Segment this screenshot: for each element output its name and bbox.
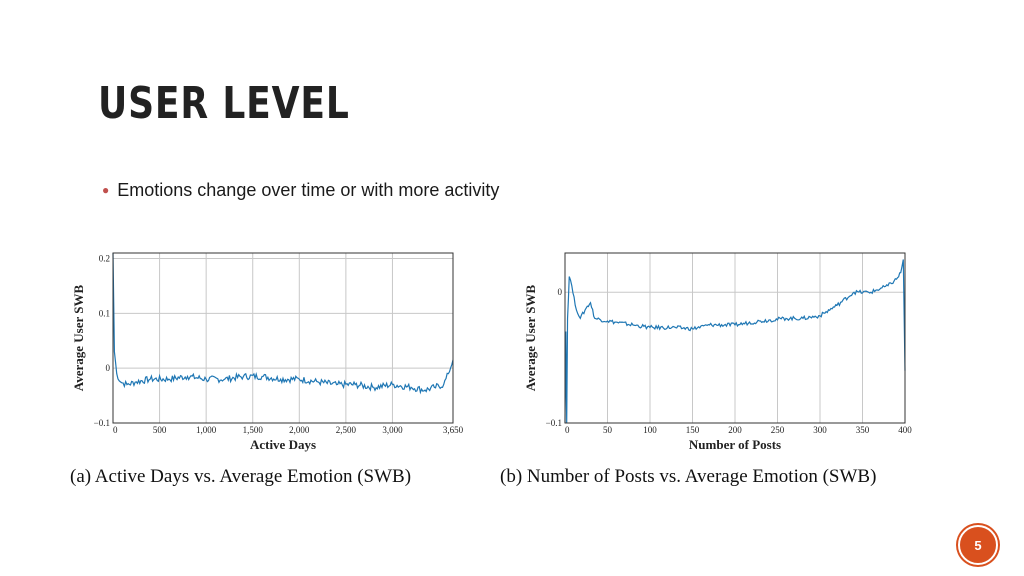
y-axis-label: Average User SWB xyxy=(71,284,86,391)
series-line-0 xyxy=(564,259,906,424)
x-tick-label: 200 xyxy=(728,425,742,435)
caption-a: (a) Active Days vs. Average Emotion (SWB… xyxy=(70,466,412,487)
bullet-icon: ● xyxy=(102,183,110,197)
x-tick-label: 50 xyxy=(603,425,613,435)
y-tick-label: 0.1 xyxy=(99,308,110,318)
x-tick-label: 2,500 xyxy=(336,425,357,435)
x-tick-label: 3,000 xyxy=(382,425,403,435)
bullet-text: Emotions change over time or with more a… xyxy=(117,180,500,200)
x-axis-label: Number of Posts xyxy=(689,437,781,452)
x-tick-label: 300 xyxy=(813,425,827,435)
x-tick-label: 1,000 xyxy=(196,425,217,435)
series-line-0 xyxy=(112,252,454,395)
x-tick-label: 500 xyxy=(153,425,167,435)
y-tick-label: 0 xyxy=(106,363,111,373)
x-tick-label: 1,500 xyxy=(243,425,264,435)
plot-frame xyxy=(112,252,454,424)
bullet-item: ● Emotions change over time or with more … xyxy=(102,180,499,201)
y-tick-label: −0.1 xyxy=(546,418,562,428)
page-number-badge: 5 xyxy=(958,525,998,565)
x-tick-label: 100 xyxy=(643,425,657,435)
caption-b: (b) Number of Posts vs. Average Emotion … xyxy=(500,466,877,487)
x-tick-label: 3,650 xyxy=(443,425,464,435)
y-tick-label: 0.2 xyxy=(99,253,110,263)
y-axis-label: Average User SWB xyxy=(523,284,538,391)
slide-title: USER LEVEL xyxy=(98,78,350,129)
y-tick-label: 0 xyxy=(558,287,563,297)
x-tick-label: 250 xyxy=(771,425,785,435)
x-axis-label: Active Days xyxy=(250,437,316,452)
x-tick-label: 400 xyxy=(898,425,912,435)
x-tick-label: 0 xyxy=(565,425,570,435)
plot-frame xyxy=(564,252,906,424)
x-tick-label: 350 xyxy=(856,425,870,435)
x-tick-label: 150 xyxy=(686,425,700,435)
x-tick-label: 0 xyxy=(113,425,118,435)
chart-active-days: 0 500 1,000 1,500 2,000 2,500 3,000 3,650−0.100… xyxy=(71,252,464,452)
y-tick-label: −0.1 xyxy=(94,418,110,428)
x-tick-label: 2,000 xyxy=(289,425,310,435)
